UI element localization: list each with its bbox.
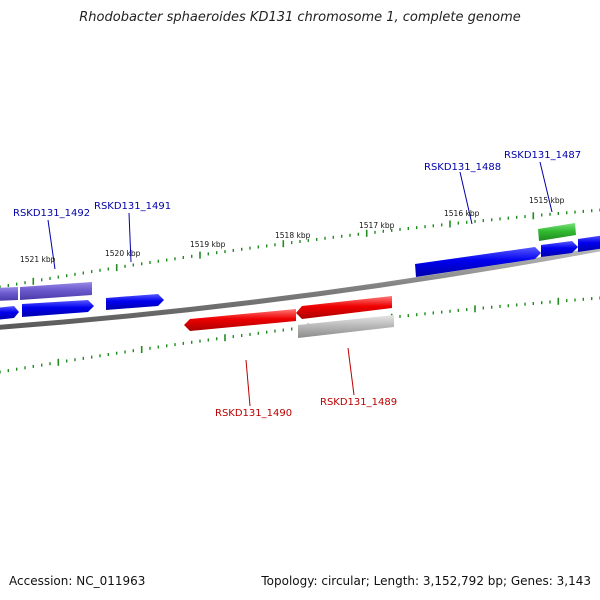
gene-arrow[interactable] — [0, 287, 18, 301]
gene-labels: RSKD131_1492 RSKD131_1491 RSKD131_1488 R… — [13, 150, 581, 419]
reverse-genes — [184, 296, 394, 338]
gene-arrow[interactable] — [184, 309, 296, 331]
gene-label[interactable]: RSKD131_1489 — [320, 397, 397, 408]
gene-arrow[interactable] — [578, 235, 600, 252]
gene-arrow[interactable] — [0, 306, 19, 320]
accession-label: Accession: NC_011963 — [9, 574, 146, 588]
gene-arrow[interactable] — [298, 315, 394, 338]
callout-lines — [47, 161, 553, 407]
tick-label: 1516 kbp — [444, 209, 480, 218]
gene-label[interactable]: RSKD131_1490 — [215, 408, 292, 419]
gene-arrow[interactable] — [415, 247, 541, 277]
genome-summary: Topology: circular; Length: 3,152,792 bp… — [261, 574, 591, 588]
tick-label: 1519 kbp — [190, 240, 226, 249]
gene-arrow[interactable] — [106, 294, 164, 310]
gene-arrow[interactable] — [538, 223, 576, 241]
outer-tick-ring — [0, 208, 600, 289]
gene-arrow[interactable] — [296, 296, 392, 319]
backbone-ring — [0, 246, 600, 330]
gene-label[interactable]: RSKD131_1491 — [94, 201, 171, 212]
tick-label: 1515 kbp — [529, 196, 565, 205]
gene-arrow[interactable] — [541, 241, 578, 257]
gene-arrow[interactable] — [20, 282, 92, 300]
tick-label: 1518 kbp — [275, 231, 311, 240]
tick-labels: 1515 kbp 1516 kbp 1517 kbp 1518 kbp 1519… — [20, 196, 565, 264]
gene-label[interactable]: RSKD131_1487 — [504, 150, 581, 161]
gene-label[interactable]: RSKD131_1492 — [13, 208, 90, 219]
tick-label: 1521 kbp — [20, 255, 56, 264]
gene-arrow[interactable] — [22, 300, 94, 317]
gene-label[interactable]: RSKD131_1488 — [424, 162, 501, 173]
tick-label: 1517 kbp — [359, 221, 395, 230]
tick-label: 1520 kbp — [105, 249, 141, 258]
forward-genes — [0, 223, 600, 320]
map-title: Rhodobacter sphaeroides KD131 chromosome… — [79, 10, 521, 25]
